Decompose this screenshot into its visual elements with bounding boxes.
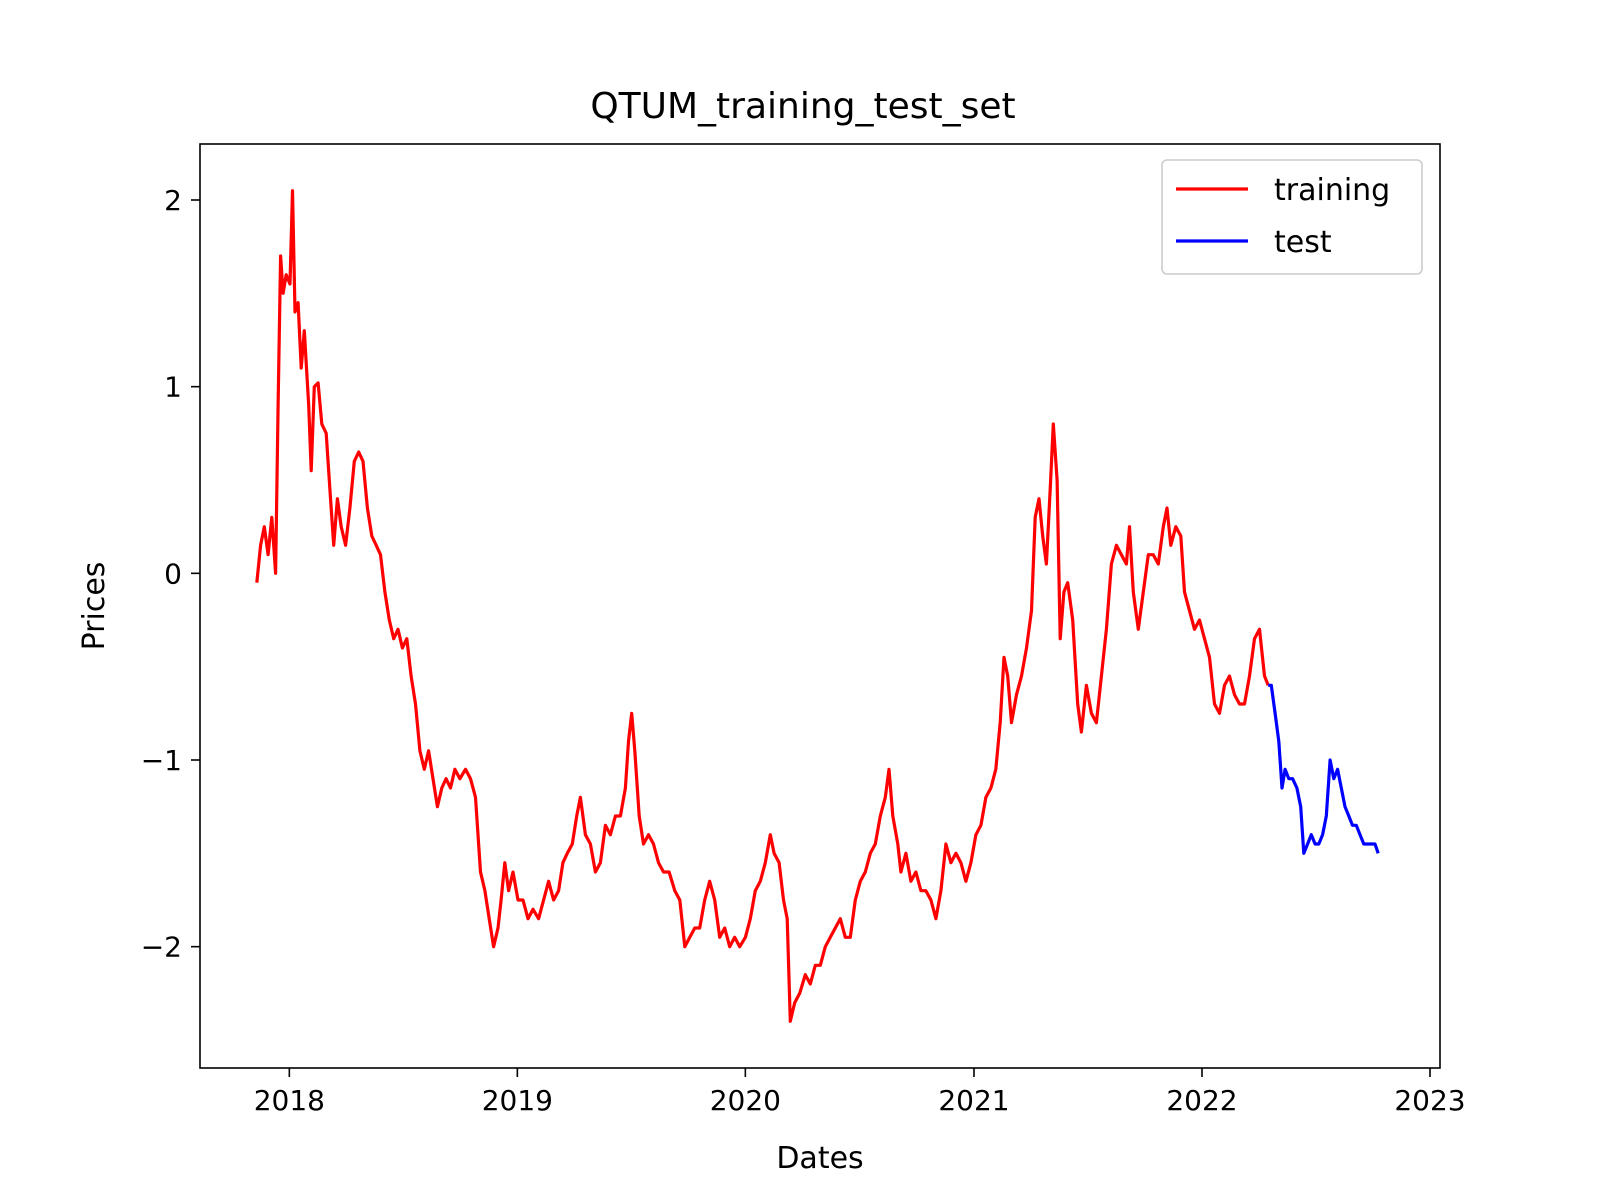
x-tick-label: 2018 [254, 1084, 325, 1117]
y-axis: 2 1 0 −1 −2 [141, 184, 200, 964]
x-tick-label: 2020 [710, 1084, 781, 1117]
x-axis-label: Dates [776, 1141, 863, 1176]
series-line-training [255, 189, 1270, 1023]
y-tick-label: 2 [164, 184, 182, 217]
x-tick-label: 2019 [482, 1084, 553, 1117]
series-line-test [1268, 683, 1380, 855]
x-axis: 2018 2019 2020 2021 2022 2023 [254, 1068, 1466, 1117]
y-tick-label: −1 [141, 744, 182, 777]
y-tick-label: 0 [164, 557, 182, 590]
x-tick-label: 2021 [938, 1084, 1009, 1117]
y-tick-label: 1 [164, 371, 182, 404]
chart-title: QTUM_training_test_set [590, 86, 1015, 127]
y-tick-label: −2 [141, 931, 182, 964]
x-tick-label: 2023 [1394, 1084, 1465, 1117]
axes-frame [199, 143, 1441, 1069]
x-tick-label: 2022 [1166, 1084, 1237, 1117]
legend-label-test: test [1274, 225, 1332, 260]
legend-label-training: training [1274, 173, 1390, 208]
legend: training test [1161, 159, 1423, 275]
plot-area [255, 189, 1380, 1023]
y-axis-label: Prices [77, 562, 112, 651]
